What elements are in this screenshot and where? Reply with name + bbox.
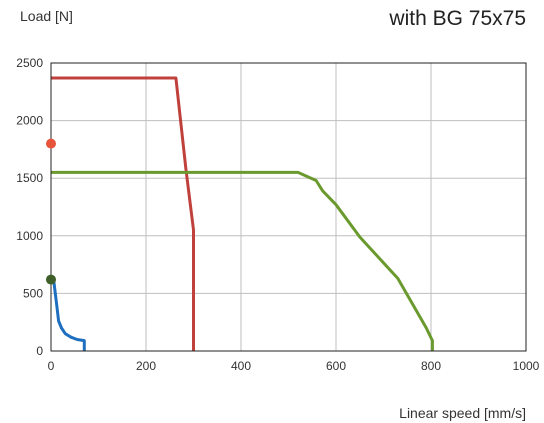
- data-point-red_point: [46, 138, 56, 149]
- plot-frame: [50, 62, 527, 352]
- y-axis-title: Load [N]: [20, 8, 73, 24]
- series-line-green: [51, 170, 434, 351]
- chart-title: with BG 75x75: [388, 7, 526, 30]
- x-tick-label-800: 800: [421, 359, 441, 373]
- series-layer: [50, 76, 434, 351]
- data-point-green_point: [46, 274, 56, 285]
- y-tick-label-2500: 2500: [16, 56, 43, 70]
- y-tick-label-2000: 2000: [16, 114, 43, 128]
- points-layer: [46, 138, 56, 285]
- series-line-red: [51, 76, 195, 351]
- x-tick-label-600: 600: [326, 359, 346, 373]
- x-tick-label-200: 200: [136, 359, 156, 373]
- x-tick-label-0: 0: [48, 359, 55, 373]
- x-tick-label-1000: 1000: [513, 359, 540, 373]
- y-tick-label-1500: 1500: [16, 171, 43, 185]
- series-line-blue: [50, 278, 86, 351]
- x-axis-title: Linear speed [mm/s]: [399, 405, 526, 421]
- plot-border: [50, 62, 527, 352]
- y-tick-label-500: 500: [23, 286, 43, 300]
- x-tick-label-400: 400: [231, 359, 251, 373]
- tick-labels: 0 200 400 600 800 1000 0 500 1000 1500 2000 2500: [16, 56, 539, 373]
- y-tick-label-1000: 1000: [16, 229, 43, 243]
- y-tick-label-0: 0: [36, 344, 43, 358]
- grid: [51, 63, 526, 351]
